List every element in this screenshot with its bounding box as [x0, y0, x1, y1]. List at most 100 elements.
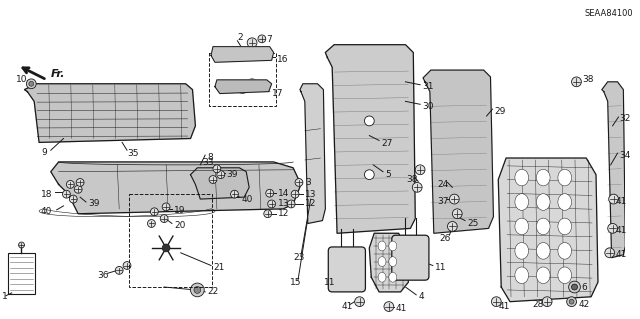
Circle shape: [572, 77, 581, 87]
Circle shape: [266, 189, 273, 197]
Text: 13: 13: [305, 190, 316, 199]
Ellipse shape: [558, 267, 572, 284]
Circle shape: [26, 79, 36, 89]
Circle shape: [609, 194, 618, 204]
Text: 11: 11: [435, 263, 446, 272]
Polygon shape: [325, 45, 415, 233]
Circle shape: [412, 182, 422, 192]
Text: 16: 16: [276, 55, 288, 64]
Circle shape: [230, 190, 239, 198]
Text: 14: 14: [278, 189, 289, 198]
Circle shape: [287, 200, 295, 208]
Circle shape: [150, 208, 158, 216]
Circle shape: [572, 284, 577, 290]
Text: 26: 26: [440, 234, 451, 243]
Text: 8: 8: [207, 152, 213, 161]
Ellipse shape: [515, 194, 529, 210]
Circle shape: [247, 38, 257, 48]
FancyBboxPatch shape: [392, 235, 429, 280]
Circle shape: [572, 284, 577, 290]
Polygon shape: [24, 84, 195, 142]
Text: 40: 40: [41, 207, 52, 216]
Circle shape: [291, 190, 299, 198]
Bar: [129, 194, 212, 287]
Text: 38: 38: [582, 75, 594, 84]
Circle shape: [67, 181, 74, 188]
Polygon shape: [211, 47, 273, 62]
FancyBboxPatch shape: [328, 247, 365, 292]
Circle shape: [449, 194, 460, 204]
Circle shape: [542, 297, 552, 307]
Text: 7: 7: [266, 35, 271, 44]
Text: 36: 36: [98, 271, 109, 280]
Circle shape: [258, 35, 266, 43]
Text: 27: 27: [381, 139, 392, 148]
Circle shape: [162, 203, 170, 211]
Polygon shape: [300, 84, 325, 224]
Circle shape: [447, 221, 457, 231]
Polygon shape: [215, 80, 271, 93]
Circle shape: [123, 262, 131, 270]
Polygon shape: [191, 168, 249, 199]
Circle shape: [246, 79, 258, 91]
Circle shape: [384, 302, 394, 311]
Text: 24: 24: [438, 180, 449, 189]
Polygon shape: [51, 162, 301, 214]
Text: 29: 29: [494, 107, 506, 115]
Text: 3: 3: [305, 178, 310, 187]
Ellipse shape: [536, 218, 550, 235]
Bar: [209, 53, 276, 106]
Ellipse shape: [378, 272, 386, 282]
Ellipse shape: [389, 257, 397, 266]
Text: 41: 41: [499, 302, 509, 311]
Polygon shape: [499, 158, 598, 302]
Text: 12: 12: [305, 199, 316, 208]
Circle shape: [115, 266, 123, 274]
Circle shape: [209, 176, 217, 183]
Ellipse shape: [536, 194, 550, 210]
Text: 38: 38: [406, 175, 418, 184]
Circle shape: [160, 215, 168, 223]
Circle shape: [74, 185, 82, 193]
Text: 41: 41: [616, 226, 627, 235]
Text: 6: 6: [581, 283, 587, 292]
Circle shape: [569, 299, 574, 304]
Circle shape: [264, 210, 271, 218]
Text: 41: 41: [342, 302, 353, 311]
Ellipse shape: [536, 169, 550, 186]
Ellipse shape: [515, 242, 529, 259]
Circle shape: [191, 283, 204, 297]
Text: 37: 37: [438, 197, 449, 205]
Ellipse shape: [558, 242, 572, 259]
Text: 23: 23: [293, 253, 305, 262]
Circle shape: [566, 297, 577, 307]
Text: 39: 39: [227, 170, 238, 179]
Text: 28: 28: [532, 300, 544, 309]
Text: 25: 25: [467, 219, 479, 228]
Text: 34: 34: [620, 151, 631, 160]
Text: 21: 21: [213, 263, 225, 272]
Text: 12: 12: [278, 209, 289, 218]
Ellipse shape: [536, 267, 550, 284]
Text: 18: 18: [41, 190, 52, 199]
Circle shape: [295, 179, 303, 186]
Ellipse shape: [378, 241, 386, 251]
Ellipse shape: [558, 169, 572, 186]
Circle shape: [194, 286, 201, 293]
Text: 11: 11: [324, 278, 336, 286]
Text: 5: 5: [385, 170, 390, 179]
Circle shape: [29, 81, 34, 86]
Circle shape: [217, 171, 225, 179]
Circle shape: [492, 297, 501, 307]
Circle shape: [569, 281, 580, 293]
Ellipse shape: [389, 272, 397, 282]
Circle shape: [162, 244, 170, 252]
Text: 31: 31: [422, 82, 433, 91]
Ellipse shape: [558, 194, 572, 210]
Text: 33: 33: [202, 159, 214, 167]
Circle shape: [605, 248, 614, 258]
Circle shape: [415, 165, 425, 174]
Text: 30: 30: [422, 102, 433, 111]
Circle shape: [63, 190, 70, 198]
Circle shape: [452, 209, 462, 219]
